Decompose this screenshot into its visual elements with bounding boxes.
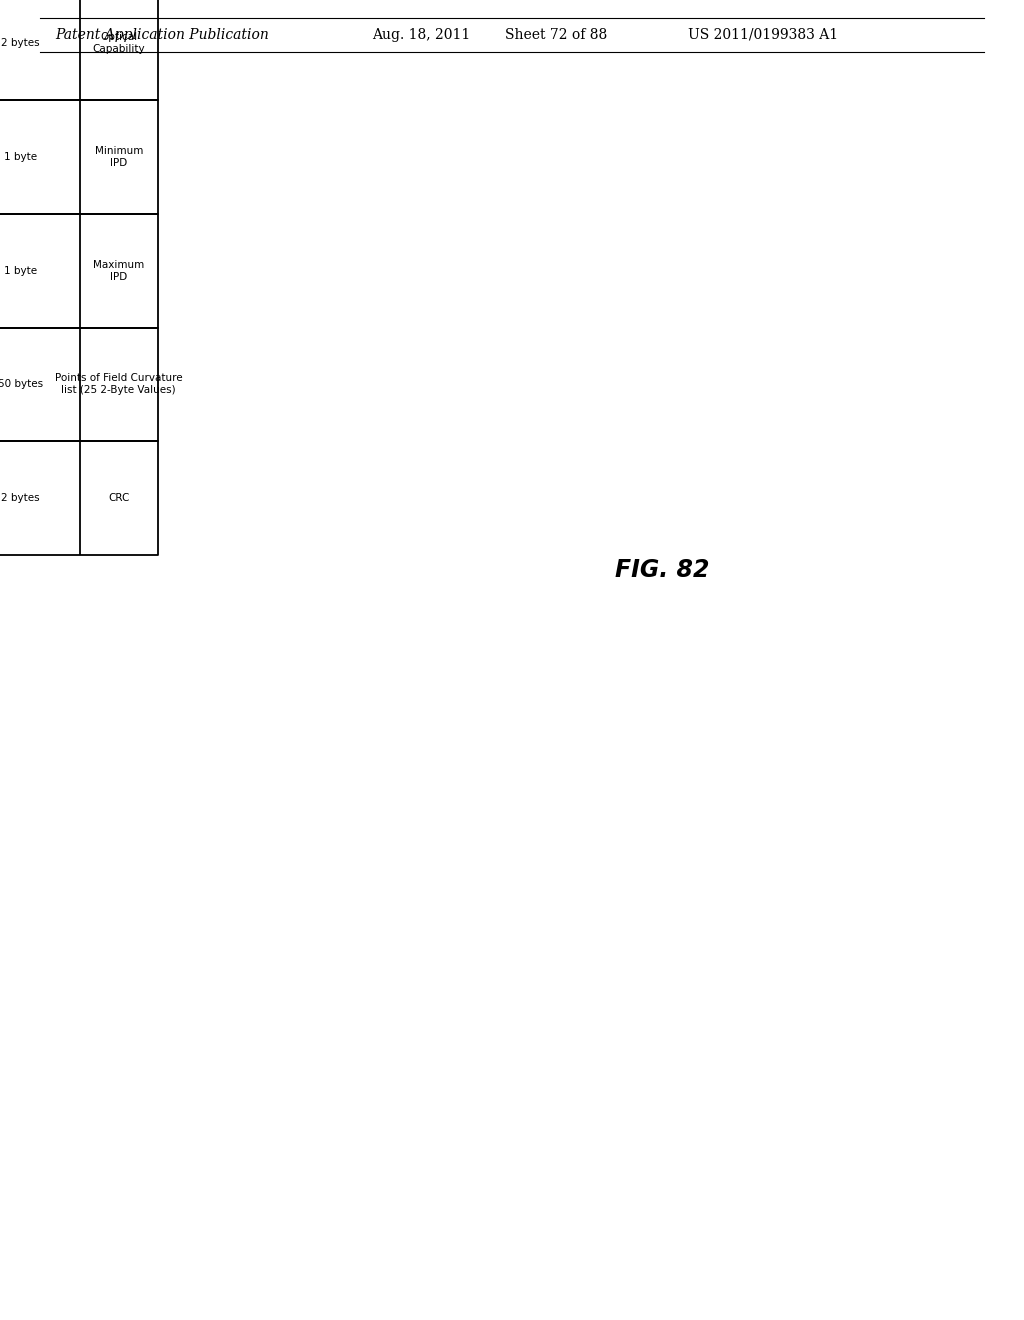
Text: FIG. 82: FIG. 82 (615, 558, 710, 582)
Text: Maximum
IPD: Maximum IPD (93, 260, 144, 281)
Text: CRC: CRC (109, 494, 129, 503)
Text: Optical
Capability: Optical Capability (92, 32, 145, 54)
Text: Points of Field Curvature
list (25 2-Byte Values): Points of Field Curvature list (25 2-Byt… (55, 374, 182, 396)
Text: Sheet 72 of 88: Sheet 72 of 88 (505, 28, 607, 42)
Text: Aug. 18, 2011: Aug. 18, 2011 (372, 28, 470, 42)
Text: 50 bytes: 50 bytes (0, 379, 43, 389)
Text: Patent Application Publication: Patent Application Publication (55, 28, 268, 42)
Text: Minimum
IPD: Minimum IPD (94, 147, 143, 168)
Text: US 2011/0199383 A1: US 2011/0199383 A1 (688, 28, 838, 42)
Text: 1 byte: 1 byte (4, 152, 37, 162)
Text: 2 bytes: 2 bytes (1, 494, 40, 503)
Text: 1 byte: 1 byte (4, 265, 37, 276)
Text: 2 bytes: 2 bytes (1, 38, 40, 48)
